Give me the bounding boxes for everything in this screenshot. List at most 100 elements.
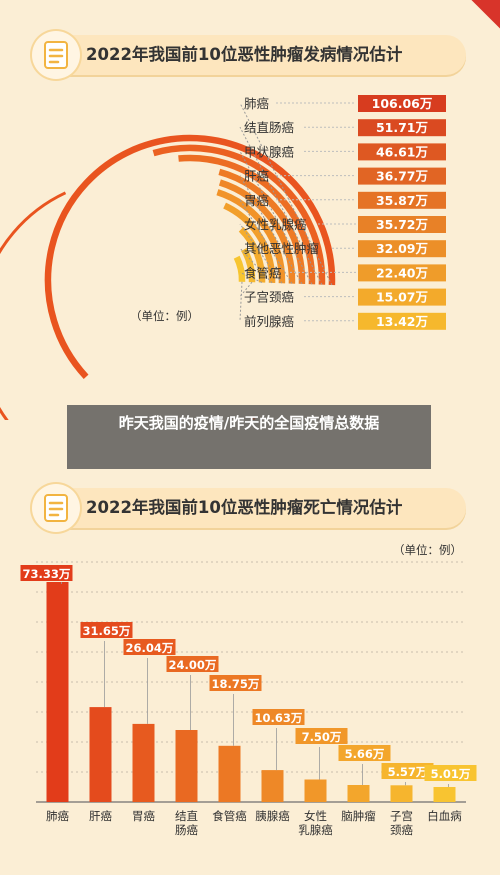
value-box	[381, 763, 434, 779]
value-box	[358, 264, 446, 282]
value-label: 13.42万	[376, 314, 428, 329]
caption-overlay: 昨天我国的疫情/昨天的全国疫情总数据	[67, 405, 431, 469]
value-label: 26.04万	[126, 641, 174, 655]
value-box	[295, 728, 348, 744]
category-label: 白血病	[427, 809, 462, 823]
category-label: 其他恶性肿瘤	[244, 241, 320, 256]
value-label: 5.66万	[345, 747, 385, 761]
value-label: 15.07万	[376, 290, 428, 305]
category-label: 肺癌	[46, 809, 69, 823]
leader-line	[239, 199, 293, 284]
value-label: 18.75万	[212, 677, 260, 691]
radial-bar	[44, 134, 336, 380]
category-label: 肺癌	[244, 96, 269, 111]
bar	[132, 723, 155, 802]
radial-bar	[233, 255, 246, 282]
radial-bar	[218, 168, 306, 285]
bar	[89, 707, 112, 802]
bar	[175, 730, 198, 802]
category-label: 肝癌	[89, 809, 112, 823]
bar	[347, 785, 370, 802]
category-label: 食管癌	[212, 809, 247, 823]
value-box	[166, 656, 219, 672]
category-label: 胃癌	[244, 193, 269, 208]
value-label: 106.06万	[372, 96, 433, 111]
bar	[390, 785, 413, 802]
unit-note: （单位：例）	[393, 543, 462, 557]
category-label: 子宫颈癌	[244, 290, 294, 305]
value-label: 46.61万	[376, 144, 428, 159]
value-label: 22.40万	[376, 265, 428, 280]
bar	[433, 787, 456, 802]
value-label: 24.00万	[169, 658, 217, 672]
mortality-title-banner: 2022年我国前10位恶性肿瘤死亡情况估计	[32, 484, 466, 532]
category-label: 食管癌	[244, 265, 282, 280]
value-label: 31.65万	[83, 624, 131, 638]
value-box	[80, 622, 133, 638]
category-label: 女性乳腺癌	[244, 217, 307, 232]
leader-line	[239, 281, 243, 321]
value-label: 32.09万	[376, 241, 428, 256]
value-box	[358, 143, 446, 161]
radial-bar	[216, 189, 286, 284]
value-label: 7.50万	[302, 730, 342, 744]
category-label: 胰腺癌	[255, 809, 290, 823]
leader-line	[239, 151, 313, 285]
category-label: 结直	[175, 809, 198, 823]
category-label: 前列腺癌	[244, 314, 294, 329]
category-label: 胃癌	[132, 809, 155, 823]
category-label: 结直肠癌	[244, 120, 294, 135]
leader-line	[239, 281, 253, 297]
category-label: 女性	[304, 809, 327, 823]
bar	[261, 770, 284, 802]
value-box	[358, 216, 446, 233]
bar	[218, 745, 241, 803]
value-box	[358, 119, 446, 137]
value-box	[358, 191, 446, 209]
value-label: 5.57万	[388, 765, 428, 779]
document-icon	[32, 31, 80, 79]
bar	[304, 779, 327, 802]
bar	[46, 582, 69, 802]
mortality-chart-title: 2022年我国前10位恶性肿瘤死亡情况估计	[86, 498, 403, 517]
incidence-chart-title: 2022年我国前10位恶性肿瘤发病情况估计	[86, 45, 403, 64]
category-label: 乳腺癌	[298, 823, 333, 837]
value-box	[338, 745, 391, 761]
corner-ribbon	[460, 0, 500, 40]
value-label: 36.77万	[376, 169, 428, 184]
overlay-caption: 昨天我国的疫情/昨天的全国疫情总数据	[118, 414, 380, 432]
leader-line	[239, 175, 303, 285]
value-label: 35.87万	[376, 193, 428, 208]
value-label: 73.33万	[23, 567, 71, 581]
category-label: 肝癌	[244, 169, 269, 184]
radial-guide-arc	[0, 191, 256, 420]
value-label: 5.01万	[431, 767, 471, 781]
category-label: 子宫	[390, 809, 413, 823]
leader-line	[239, 102, 333, 286]
value-label: 51.71万	[376, 120, 428, 135]
radial-bar	[223, 202, 276, 284]
value-box	[424, 765, 477, 781]
leader-line	[239, 271, 263, 283]
leader-line	[239, 126, 323, 285]
unit-note: （单位：例）	[130, 309, 199, 323]
leader-line	[239, 223, 283, 284]
incidence-title-banner: 2022年我国前10位恶性肿瘤发病情况估计	[32, 31, 466, 79]
value-box	[20, 565, 73, 581]
value-box	[252, 709, 305, 725]
value-box	[358, 167, 446, 185]
value-label: 35.72万	[376, 217, 428, 232]
value-box	[358, 95, 446, 112]
value-box	[358, 312, 446, 330]
category-label: 脑肿瘤	[341, 809, 376, 823]
category-label: 肠癌	[175, 823, 198, 837]
radial-bar	[238, 227, 266, 283]
radial-bar	[152, 144, 326, 285]
value-box	[209, 675, 262, 691]
value-box	[358, 240, 446, 258]
category-label: 颈癌	[390, 823, 413, 837]
value-box	[358, 288, 446, 306]
document-icon	[32, 484, 80, 532]
